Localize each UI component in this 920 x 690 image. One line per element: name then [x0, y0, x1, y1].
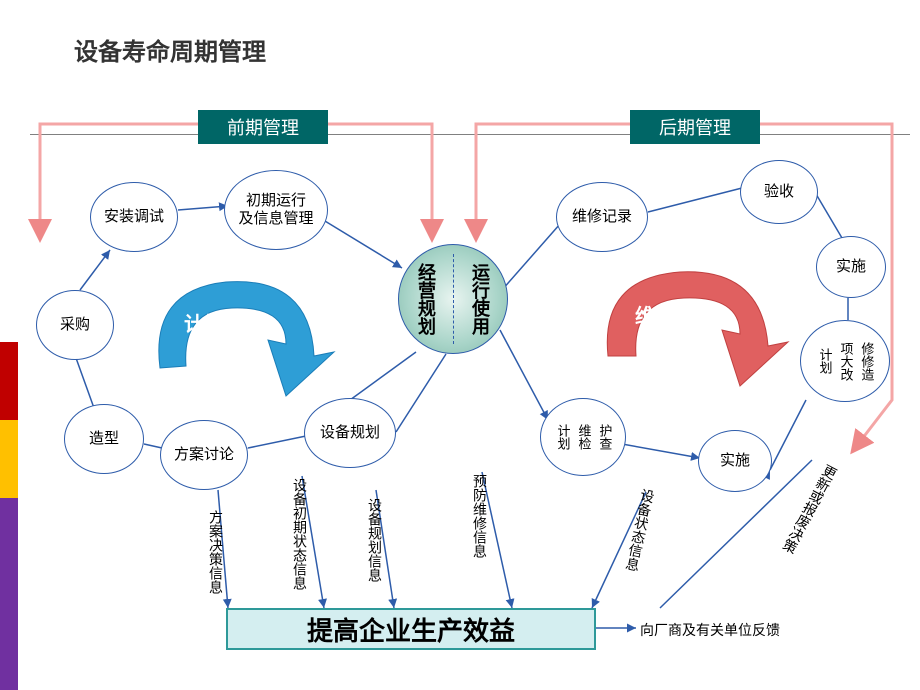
vlabel-status: 设备状态信息 [621, 487, 658, 573]
node-maint-c1: 计划 [555, 424, 570, 450]
node-maint: 计划 维检 护查 [540, 398, 626, 476]
slide-title: 设备寿命周期管理 [74, 32, 266, 67]
sidebar-accent-purple [0, 498, 18, 690]
phase-early-label: 前期管理 [198, 110, 328, 144]
horizontal-rule [30, 134, 910, 135]
center-left-label: 经营规划 [399, 245, 453, 353]
node-accept: 验收 [740, 160, 818, 224]
vlabel-renew: 更新或报废决策 [778, 461, 842, 557]
sidebar-accent-red [0, 342, 18, 420]
node-plan3-cols: 计划 项大改 修修造 [817, 342, 874, 381]
phase-late-label: 后期管理 [630, 110, 760, 144]
center-node: 经营规划 运行使用 [398, 244, 508, 354]
node-plan3-c2: 项大改 [838, 342, 853, 381]
vlabel-scheme: 方案决策信息 [206, 510, 226, 594]
repair-arrow-label: 维修工程 [635, 300, 715, 329]
node-purchase: 采购 [36, 290, 114, 360]
sidebar-accent-yellow [0, 420, 18, 498]
vlabel-planinfo: 设备规划信息 [365, 498, 385, 582]
footer-text: 向厂商及有关单位反馈 [640, 620, 780, 640]
vlabel-initinfo: 设备初期状态信息 [290, 478, 310, 590]
vlabel-prevent: 预防维修信息 [470, 474, 490, 558]
slide-canvas: 设备寿命周期管理 前期管理 后期管理 [0, 0, 920, 690]
node-style: 造型 [64, 404, 144, 474]
node-initrun: 初期运行 及信息管理 [224, 170, 328, 250]
node-maint-c2: 维检 [576, 424, 591, 450]
center-right-label: 运行使用 [453, 245, 507, 353]
center-divider [453, 254, 454, 345]
node-install: 安装调试 [90, 182, 178, 252]
plan-arrow-label: 计划工程 [184, 308, 264, 337]
node-mrecord: 维修记录 [556, 182, 648, 252]
node-maint-cols: 计划 维检 护查 [555, 424, 612, 450]
node-scheme: 方案讨论 [160, 420, 248, 490]
bottom-box: 提高企业生产效益 [226, 608, 596, 650]
node-impl2: 实施 [698, 430, 772, 492]
node-plan3: 计划 项大改 修修造 [800, 320, 890, 402]
node-plan3-c1: 计划 [817, 342, 832, 381]
node-equiplan: 设备规划 [304, 398, 396, 468]
node-maint-c3: 护查 [596, 424, 611, 450]
node-plan3-c3: 修修造 [858, 342, 873, 381]
node-impl1: 实施 [816, 236, 886, 298]
